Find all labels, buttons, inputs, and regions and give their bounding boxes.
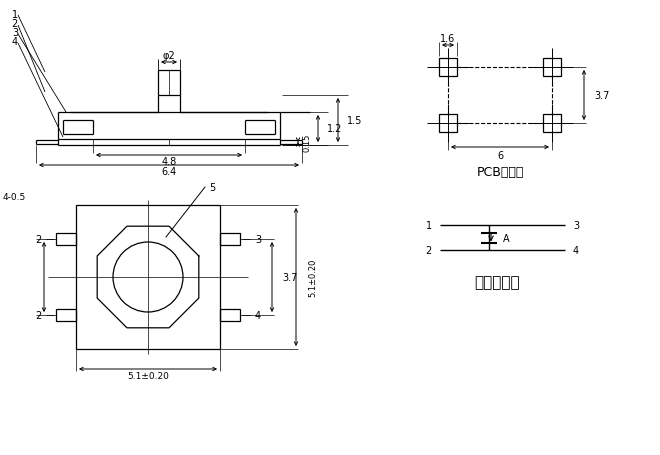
Text: 1.2: 1.2 xyxy=(327,124,343,134)
Text: 1.6: 1.6 xyxy=(440,34,455,44)
Text: 3.7: 3.7 xyxy=(594,91,609,101)
Text: 4-0.5: 4-0.5 xyxy=(3,193,26,202)
Text: 1: 1 xyxy=(12,10,18,20)
Text: 3: 3 xyxy=(12,28,18,38)
Text: 1: 1 xyxy=(426,221,432,231)
Bar xyxy=(543,59,561,77)
Text: A: A xyxy=(503,233,510,243)
Bar xyxy=(439,115,457,133)
Bar xyxy=(220,309,240,321)
Bar xyxy=(220,233,240,245)
Text: 5.1±0.20: 5.1±0.20 xyxy=(127,372,169,381)
Text: 2: 2 xyxy=(426,245,432,255)
Text: 2: 2 xyxy=(35,310,41,320)
Bar xyxy=(76,206,220,349)
Text: 4: 4 xyxy=(573,245,579,255)
Text: 3: 3 xyxy=(255,234,261,244)
Text: 2: 2 xyxy=(11,19,17,29)
Bar xyxy=(56,309,76,321)
Text: 3: 3 xyxy=(573,221,579,231)
Text: 4: 4 xyxy=(12,37,18,47)
Text: PCB尺寸图: PCB尺寸图 xyxy=(477,166,523,179)
Text: 6.4: 6.4 xyxy=(162,167,177,177)
Text: 2: 2 xyxy=(35,234,41,244)
Bar xyxy=(56,233,76,245)
Bar xyxy=(543,115,561,133)
Bar xyxy=(439,59,457,77)
Text: 电气接线图: 电气接线图 xyxy=(474,275,520,290)
Text: φ2: φ2 xyxy=(162,51,176,61)
Text: 3.7: 3.7 xyxy=(282,273,298,283)
Text: 0.15: 0.15 xyxy=(302,133,311,152)
Text: 6: 6 xyxy=(497,151,503,161)
Text: 5.1±0.20: 5.1±0.20 xyxy=(308,258,317,297)
Text: 4: 4 xyxy=(255,310,261,320)
Text: 1.5: 1.5 xyxy=(347,116,362,126)
Text: 5: 5 xyxy=(209,182,215,192)
Text: 4.8: 4.8 xyxy=(162,157,177,167)
